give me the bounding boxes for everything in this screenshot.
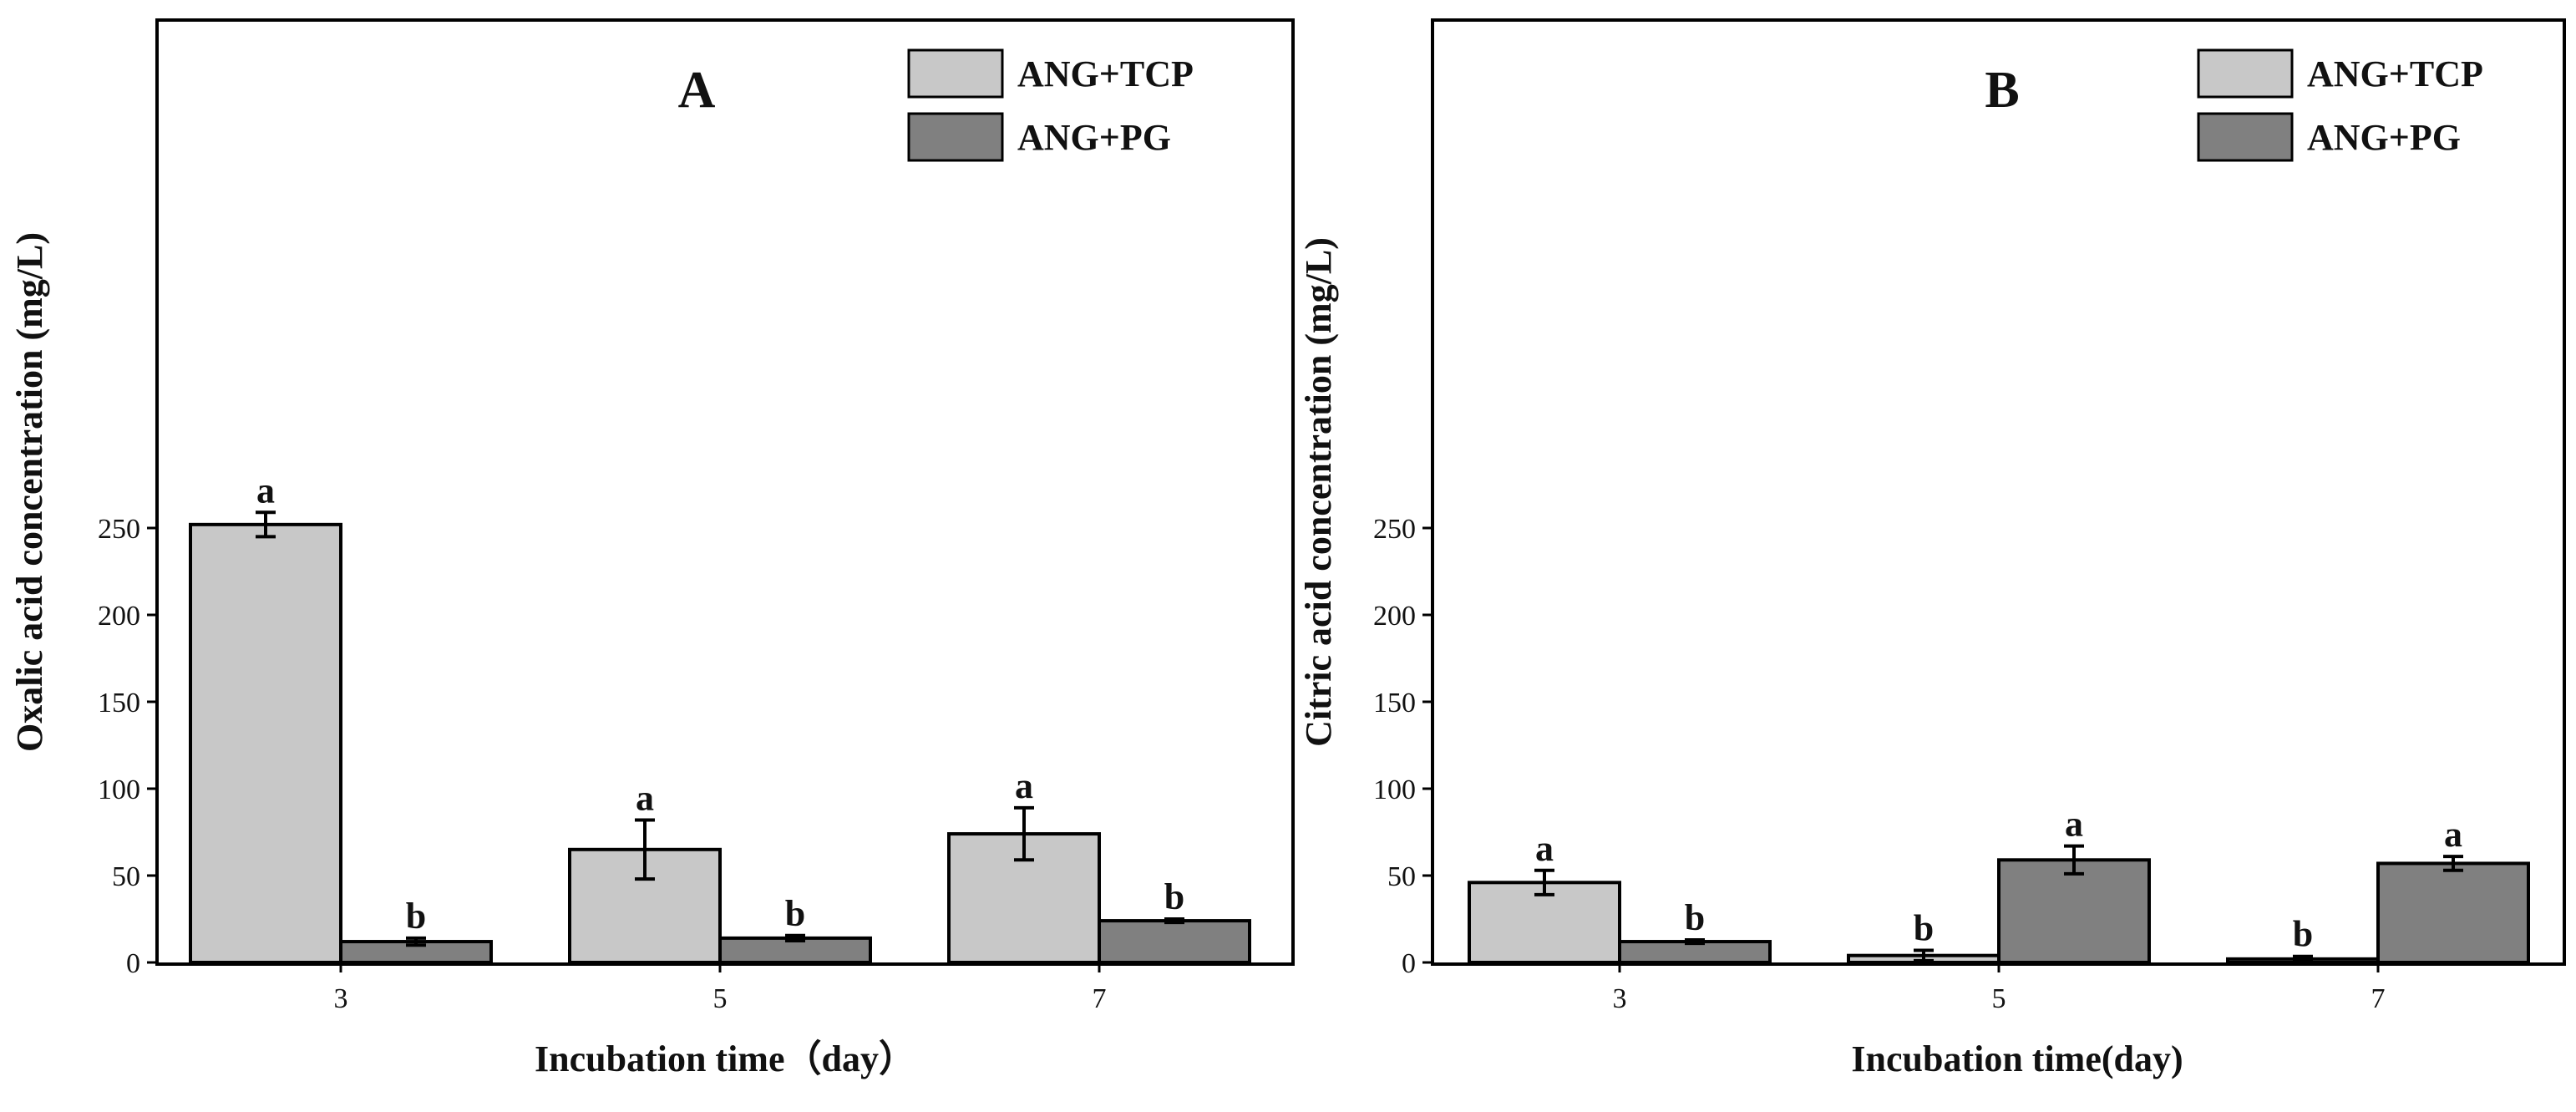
panel-a-significance-ang-pg-day-5: b bbox=[785, 893, 805, 934]
panel-b-y-tick-label-0: 0 bbox=[1402, 948, 1416, 979]
panel-b-legend-label-ang-tcp: ANG+TCP bbox=[2307, 53, 2483, 94]
panel-a-x-axis-title: Incubation time（day） bbox=[535, 1038, 915, 1079]
panel-b-error-bar-ang-tcp-day-3 bbox=[1534, 868, 1554, 896]
panel-b-y-tick-label-50: 50 bbox=[1387, 861, 1416, 892]
panel-b-x-axis-title: Incubation time(day) bbox=[1851, 1038, 2183, 1079]
panel-a-significance-ang-tcp-day-5: a bbox=[636, 777, 654, 818]
panel-b-label: B bbox=[1985, 62, 2019, 119]
panel-b-legend: ANG+TCP ANG+PG bbox=[2197, 48, 2483, 162]
panel-a-error-bar-ang-pg-day-7 bbox=[1164, 917, 1184, 925]
panel-a-label: A bbox=[678, 62, 716, 119]
panel-a-y-tick-label-200: 200 bbox=[98, 601, 140, 632]
panel-a-significance-ang-tcp-day-3: a bbox=[256, 470, 275, 510]
panel-b-bar-ang-pg-day-3 bbox=[1618, 940, 1772, 965]
panel-b-y-axis-title: Citric acid concentration (mg/L) bbox=[1298, 237, 1339, 747]
panel-a-bar-ang-tcp-day-3 bbox=[189, 522, 342, 964]
panel-b-y-tick-label-250: 250 bbox=[1373, 514, 1416, 545]
panel-b-significance-ang-pg-day-3: b bbox=[1685, 897, 1705, 938]
panel-b-significance-labels: a b b a b a bbox=[1535, 804, 2462, 955]
panel-b-significance-ang-pg-day-7: a bbox=[2444, 814, 2462, 855]
panel-a-error-bars bbox=[256, 510, 1184, 947]
panel-a-error-bar-ang-tcp-day-3 bbox=[256, 510, 276, 539]
panel-a-legend: ANG+TCP ANG+PG bbox=[907, 48, 1194, 162]
panel-b-significance-ang-tcp-day-5: b bbox=[1914, 907, 1934, 948]
panel-b-y-tick-label-150: 150 bbox=[1373, 688, 1416, 718]
panel-b-error-bar-ang-pg-day-5 bbox=[2064, 844, 2084, 876]
panel-a-error-bar-ang-tcp-day-5 bbox=[635, 818, 655, 881]
panel-b-error-bars bbox=[1534, 844, 2463, 963]
panel-b-significance-ang-tcp-day-3: a bbox=[1535, 828, 1554, 869]
panel-b-significance-ang-tcp-day-7: b bbox=[2293, 914, 2313, 955]
panel-a-legend-swatch-ang-pg bbox=[907, 112, 1004, 162]
panel-a-legend-label-ang-tcp: ANG+TCP bbox=[1017, 53, 1194, 94]
panel-a-significance-ang-tcp-day-7: a bbox=[1015, 765, 1033, 806]
panel-b-error-bar-ang-tcp-day-5 bbox=[1914, 948, 1934, 962]
panel-a-significance-labels: a b a b a b bbox=[256, 470, 1184, 937]
panel-a-x-tick-label-5: 5 bbox=[713, 983, 728, 1014]
panel-a-bars bbox=[189, 522, 1251, 965]
panel-a-error-bar-ang-tcp-day-7 bbox=[1014, 805, 1034, 862]
panel-b-significance-ang-pg-day-5: a bbox=[2065, 804, 2083, 845]
panel-b-legend-label-ang-pg: ANG+PG bbox=[2307, 117, 2461, 158]
panel-b-chart: a b b a b a 0 50 100 150 200 250 3 5 7 B ANG+TCP ANG… bbox=[1298, 18, 2566, 1079]
panel-a-y-tick-label-0: 0 bbox=[126, 948, 140, 979]
panel-a-bar-ang-pg-day-7 bbox=[1098, 919, 1251, 964]
panel-b-legend-swatch-ang-pg bbox=[2197, 112, 2294, 162]
panel-a-significance-ang-pg-day-7: b bbox=[1164, 876, 1184, 917]
panel-a-y-tick-label-100: 100 bbox=[98, 774, 140, 805]
panel-b-plot-frame bbox=[1431, 18, 2566, 966]
panel-b-bars bbox=[1468, 858, 2530, 965]
panel-b-x-axis-ticks: 3 5 7 bbox=[1613, 962, 2386, 1014]
panel-a-legend-label-ang-pg: ANG+PG bbox=[1017, 117, 1171, 158]
panel-a-x-axis-ticks: 3 5 7 bbox=[334, 962, 1107, 1014]
panel-a-error-bar-ang-pg-day-5 bbox=[785, 933, 805, 942]
panel-a-y-tick-label-150: 150 bbox=[98, 688, 140, 718]
panel-a-x-tick-label-7: 7 bbox=[1093, 983, 1107, 1014]
panel-b-y-tick-label-200: 200 bbox=[1373, 601, 1416, 632]
panel-b-error-bar-ang-tcp-day-7 bbox=[2293, 954, 2313, 963]
panel-b-x-tick-label-3: 3 bbox=[1613, 983, 1627, 1014]
panel-a-chart: a b a b a b 0 50 100 150 200 250 3 5 7 A ANG+TCP ANG… bbox=[9, 18, 1295, 1079]
panel-a-y-axis-ticks: 0 50 100 150 200 250 bbox=[98, 514, 157, 979]
panel-b-y-tick-label-100: 100 bbox=[1373, 774, 1416, 805]
panel-b-x-tick-label-7: 7 bbox=[2371, 983, 2386, 1014]
panel-a-y-tick-label-250: 250 bbox=[98, 514, 140, 545]
panel-b-error-bar-ang-pg-day-7 bbox=[2443, 855, 2463, 872]
panel-a-error-bar-ang-pg-day-3 bbox=[406, 936, 426, 947]
panel-a-y-axis-title: Oxalic acid concentration (mg/L) bbox=[9, 232, 50, 752]
panel-b-y-axis-ticks: 0 50 100 150 200 250 bbox=[1373, 514, 1433, 979]
panel-a-legend-swatch-ang-tcp bbox=[907, 48, 1004, 99]
panel-a-significance-ang-pg-day-3: b bbox=[406, 896, 426, 937]
panel-b-legend-swatch-ang-tcp bbox=[2197, 48, 2294, 99]
panel-b-error-bar-ang-pg-day-3 bbox=[1685, 937, 1705, 946]
panel-b-bar-ang-pg-day-7 bbox=[2376, 861, 2530, 964]
panel-b-bar-ang-pg-day-5 bbox=[1997, 858, 2151, 965]
panel-a-y-tick-label-50: 50 bbox=[112, 861, 140, 892]
panel-b-x-tick-label-5: 5 bbox=[1992, 983, 2006, 1014]
panel-a-x-tick-label-3: 3 bbox=[334, 983, 348, 1014]
